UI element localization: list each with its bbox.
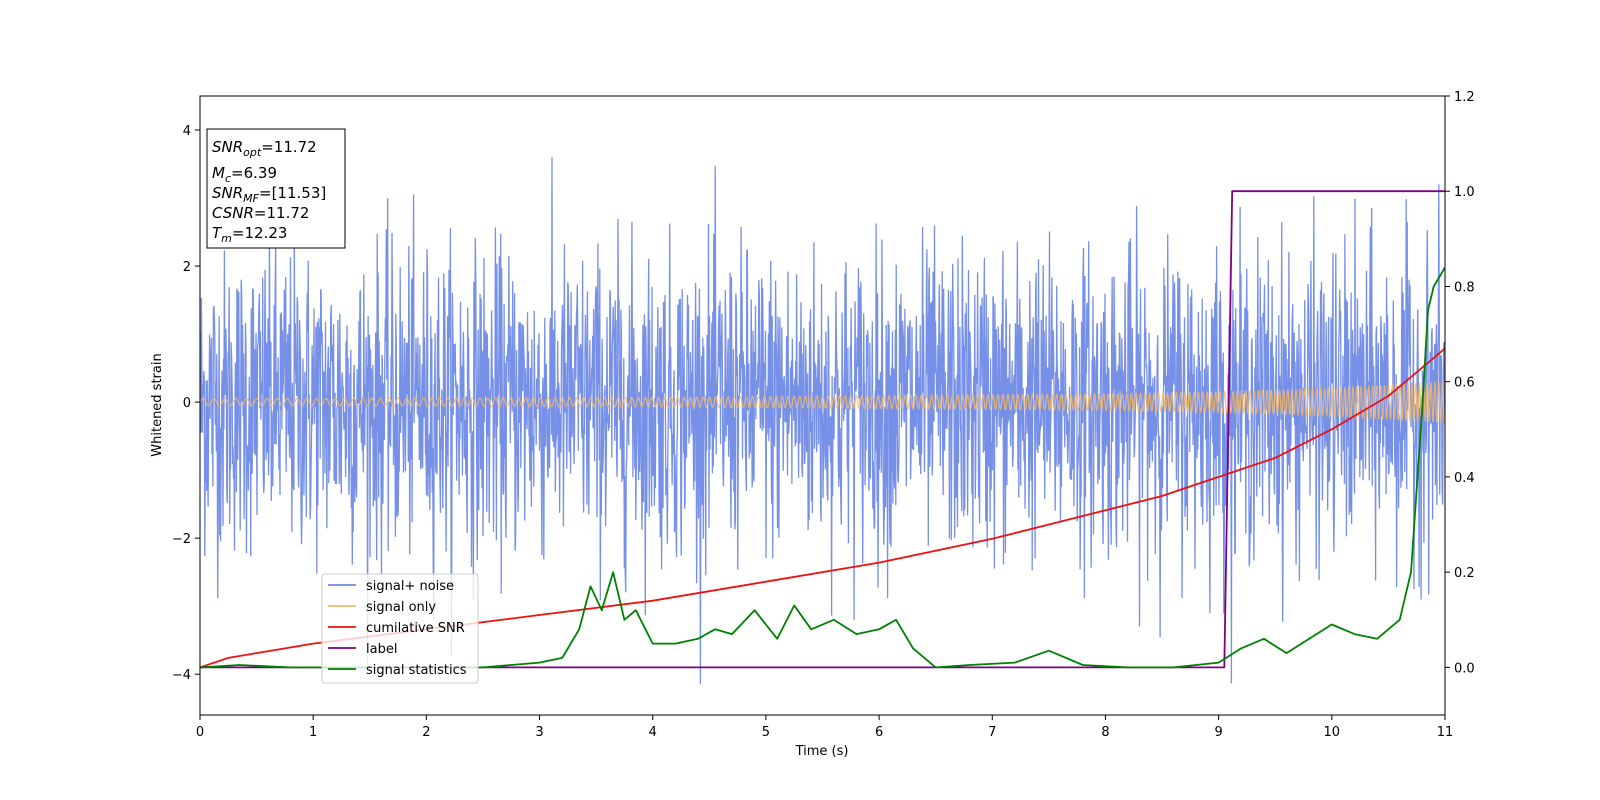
cumulative-snr-line [200,347,1445,669]
info-tm-sub: m [221,232,232,245]
signal-noise-series [200,156,1445,685]
legend-label-signal-only: signal only [366,600,436,615]
x-tick-label: 10 [1324,725,1341,740]
signal-noise-line [200,156,1445,685]
y-left-tick-label: −2 [172,532,191,547]
y-right-tick-label: 1.0 [1454,185,1475,200]
y-right-tick-label: 0.4 [1454,471,1475,486]
y-right-tick-label: 0.8 [1454,280,1475,295]
info-snr-mf: SNRMF=[11.53] [212,184,326,205]
info-box-frame [206,128,346,249]
y-left-tick-label: 4 [183,124,191,139]
info-csnr-value: =11.72 [254,204,310,222]
label-line [200,190,1445,669]
right-axis-series [200,190,1445,669]
info-snr-opt: SNRopt=11.72 [212,138,317,159]
info-tm: Tm=12.23 [212,224,287,245]
info-box: SNRopt=11.72 Mc=6.39 SNRMF=[11.53] CSNR=… [206,128,346,249]
signal-only-series [200,380,1445,424]
y-right-tick-label: 0.2 [1454,566,1475,581]
info-snr-opt-sub: opt [243,146,262,159]
y-left-tick-label: −4 [172,668,191,683]
legend: signal+ noise signal only cumilative SNR… [321,573,479,684]
y-right-tick-label: 0.0 [1454,661,1475,676]
info-csnr-symbol: CSNR [212,204,254,222]
signal-statistics-line [200,266,1445,669]
x-tick-label: 9 [1214,725,1222,740]
info-mc-sub: c [225,172,231,185]
x-tick-label: 2 [422,725,430,740]
y-axis-right: 1.2 1.0 0.8 0.6 0.4 0.2 0.0 [1445,90,1475,676]
x-tick-label: 5 [762,725,770,740]
info-tm-value: =12.23 [232,224,288,242]
legend-frame [321,573,479,684]
legend-label-signal-statistics: signal statistics [366,663,467,678]
x-tick-label: 6 [875,725,883,740]
x-axis: 0 1 2 3 4 5 6 7 8 9 10 11 [196,715,1453,740]
info-snr-opt-symbol: SNR [212,138,243,156]
x-tick-label: 11 [1437,725,1454,740]
legend-label-signal-noise: signal+ noise [366,579,454,594]
info-csnr: CSNR=11.72 [212,204,309,222]
x-tick-label: 3 [535,725,543,740]
info-tm-symbol: T [212,224,223,242]
y-right-tick-label: 0.6 [1454,376,1475,391]
info-mc-symbol: M [212,164,225,182]
y-axis-left: 4 2 0 −2 −4 [172,124,200,683]
legend-label-cumulative-snr: cumilative SNR [366,621,465,636]
y-axis-label: Whitened strain [150,353,165,456]
x-tick-label: 0 [196,725,204,740]
y-left-tick-label: 0 [183,396,191,411]
x-tick-label: 7 [988,725,996,740]
x-tick-label: 4 [649,725,657,740]
signal-only-line [200,380,1445,424]
info-snr-mf-sub: MF [243,192,259,205]
x-tick-label: 8 [1101,725,1109,740]
plot-frame [199,95,1446,716]
y-left-tick-label: 2 [183,260,191,275]
info-snr-mf-value: =[11.53] [259,184,326,202]
info-mc-value: =6.39 [231,164,277,182]
legend-label-label: label [366,642,397,657]
info-snr-mf-symbol: SNR [212,184,243,202]
x-tick-label: 1 [309,725,317,740]
info-mc: Mc=6.39 [212,164,277,185]
x-axis-label: Time (s) [795,744,849,759]
info-snr-opt-value: =11.72 [261,138,317,156]
y-right-tick-label: 1.2 [1454,90,1475,105]
